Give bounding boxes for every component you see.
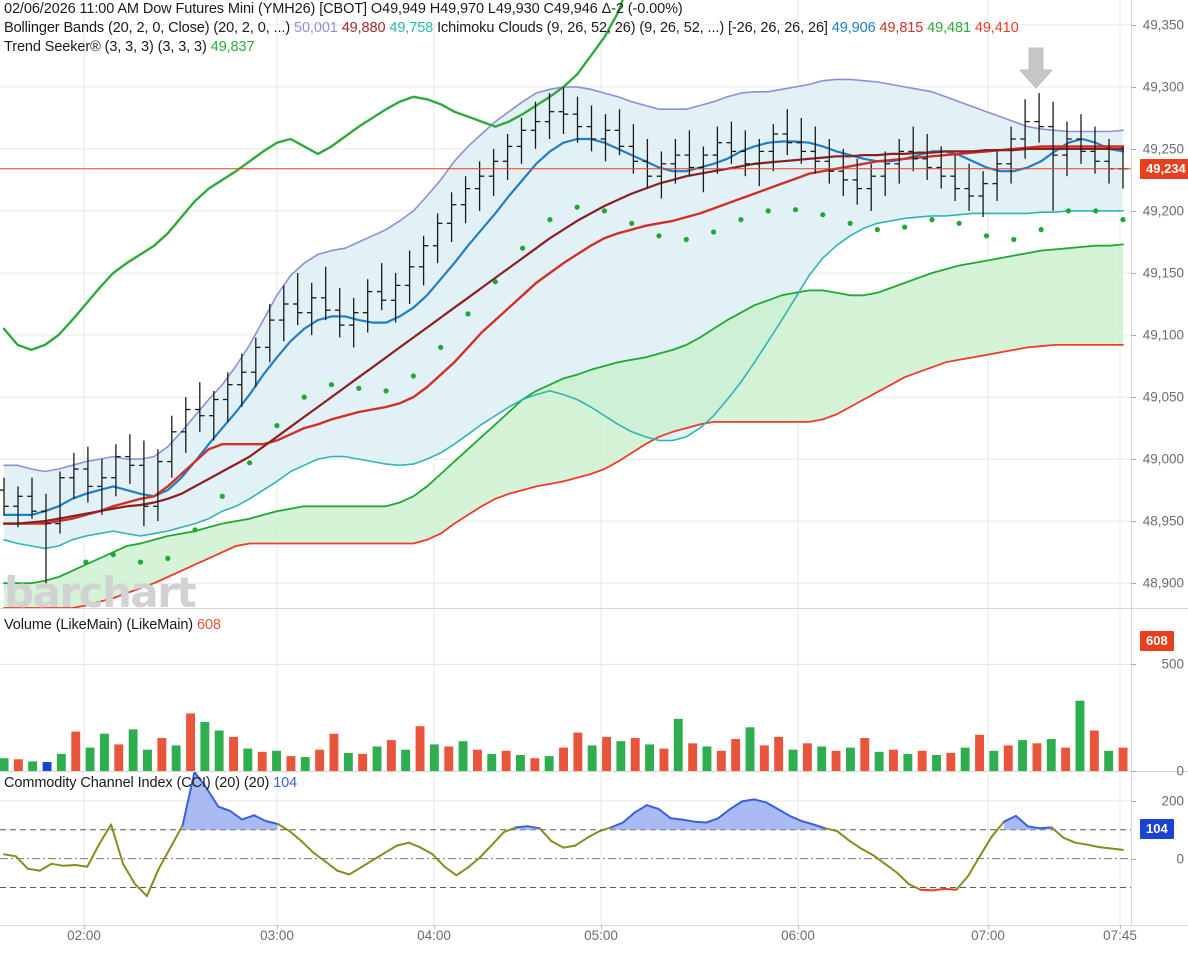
y-axis-gutter-divider bbox=[1131, 0, 1132, 925]
legend-low: L49,930 bbox=[487, 1, 540, 17]
barchart-watermark: barchart bbox=[4, 568, 197, 617]
price-y-tick bbox=[1131, 273, 1136, 274]
volume-plot-area[interactable] bbox=[0, 609, 1131, 771]
bollinger-params: (20, 2, 0, ...) bbox=[213, 20, 291, 36]
bollinger-mid-value: 49,880 bbox=[341, 20, 386, 36]
price-y-tick bbox=[1131, 583, 1136, 585]
cci-legend: Commodity Channel Index (CCI) (20) (20) … bbox=[4, 775, 297, 791]
price-y-tick bbox=[1131, 24, 1136, 26]
legend-exchange: [CBOT] bbox=[319, 1, 367, 17]
volume-pane bbox=[0, 609, 1188, 771]
time-axis-tick bbox=[798, 925, 799, 929]
cci-y-axis: 200 0 bbox=[1131, 772, 1188, 925]
cci-y-label: 0 bbox=[1176, 851, 1184, 867]
cci-value: 104 bbox=[273, 775, 298, 791]
ichimoku-displacement: [-26, 26, 26, 26] bbox=[727, 20, 828, 36]
price-y-tick bbox=[1131, 210, 1136, 212]
trend-seeker-value: 49,837 bbox=[210, 39, 255, 55]
price-y-label: 49,200 bbox=[1142, 203, 1184, 219]
current-price-badge: 49,234 bbox=[1140, 158, 1188, 179]
ichimoku-span-b-value: 49,410 bbox=[974, 20, 1019, 36]
time-axis-tick bbox=[601, 925, 602, 929]
volume-legend: Volume (LikeMain) (LikeMain) 608 bbox=[4, 617, 221, 633]
price-y-tick bbox=[1131, 148, 1136, 150]
price-y-label: 49,250 bbox=[1142, 141, 1184, 157]
price-y-label: 49,050 bbox=[1142, 389, 1184, 405]
down-arrow-icon bbox=[1018, 47, 1054, 89]
time-axis-label: 02:00 bbox=[67, 928, 101, 943]
price-y-label: 49,000 bbox=[1142, 451, 1184, 467]
time-axis-label: 04:00 bbox=[417, 928, 451, 943]
volume-y-tick bbox=[1131, 664, 1136, 666]
time-axis-label: 06:00 bbox=[781, 928, 815, 943]
cci-pane bbox=[0, 772, 1188, 925]
bollinger-lower-value: 49,758 bbox=[389, 20, 434, 36]
pane-divider-1 bbox=[0, 608, 1188, 609]
price-y-tick bbox=[1131, 397, 1136, 399]
time-axis-tick bbox=[434, 925, 435, 929]
time-axis-label: 07:00 bbox=[971, 928, 1005, 943]
price-plot-area[interactable] bbox=[0, 0, 1131, 608]
pane-divider-3 bbox=[0, 925, 1188, 926]
down-arrow-annotation[interactable] bbox=[1018, 46, 1054, 95]
trend-seeker-label[interactable]: Trend Seeker® (3, 3, 3) bbox=[4, 39, 154, 55]
trend-seeker-params: (3, 3, 3) bbox=[157, 39, 207, 55]
price-y-label: 49,300 bbox=[1142, 79, 1184, 95]
volume-badge: 608 bbox=[1140, 631, 1174, 652]
legend-change: Δ-2 (-0.00%) bbox=[601, 1, 683, 17]
cci-y-tick bbox=[1131, 858, 1136, 860]
legend-close: C49,946 bbox=[543, 1, 598, 17]
price-y-axis: 48,900 48,950 49,000 49,050 49,100 49,150 49,2… bbox=[1131, 0, 1188, 608]
time-axis-tick bbox=[277, 925, 278, 929]
cci-y-tick bbox=[1131, 800, 1136, 802]
price-y-tick bbox=[1131, 459, 1136, 461]
time-axis-tick bbox=[84, 925, 85, 929]
volume-y-axis: 0 500 bbox=[1131, 609, 1188, 779]
price-y-tick bbox=[1131, 335, 1136, 336]
ichimoku-kijun-value: 49,815 bbox=[879, 20, 924, 36]
time-axis-label: 05:00 bbox=[584, 928, 618, 943]
ichimoku-label[interactable]: Ichimoku Clouds (9, 26, 52, 26) bbox=[437, 20, 636, 36]
cci-title[interactable]: Commodity Channel Index (CCI) (20) bbox=[4, 775, 240, 791]
volume-y-label: 500 bbox=[1161, 656, 1184, 672]
volume-value: 608 bbox=[196, 617, 221, 633]
ichimoku-tenkan-value: 49,906 bbox=[831, 20, 876, 36]
price-y-tick bbox=[1131, 86, 1136, 88]
time-axis-tick bbox=[988, 925, 989, 929]
volume-y-label: 0 bbox=[1176, 763, 1184, 779]
bollinger-upper-value: 50,001 bbox=[294, 20, 338, 36]
cci-y-label: 200 bbox=[1161, 793, 1184, 809]
price-y-label: 49,100 bbox=[1142, 327, 1184, 343]
price-y-tick bbox=[1131, 521, 1136, 523]
pane-divider-2 bbox=[0, 771, 1188, 772]
price-y-label: 48,900 bbox=[1142, 575, 1184, 591]
price-legend-row3: Trend Seeker® (3, 3, 3) (3, 3, 3) 49,837 bbox=[4, 39, 255, 55]
cci-params: (20) bbox=[243, 775, 270, 791]
cci-plot-area[interactable] bbox=[0, 772, 1131, 925]
bollinger-label[interactable]: Bollinger Bands (20, 2, 0, Close) bbox=[4, 20, 210, 36]
volume-y-tick bbox=[1131, 771, 1136, 772]
cci-badge: 104 bbox=[1140, 818, 1174, 839]
ichimoku-span-a-value: 49,481 bbox=[927, 20, 971, 36]
price-legend-row1: 02/06/2026 11:00 AM Dow Futures Mini (YM… bbox=[4, 1, 683, 17]
time-axis: 02:00 03:00 04:00 05:00 06:00 07:00 07:45 bbox=[0, 925, 1188, 953]
time-axis-label: 07:45 bbox=[1103, 928, 1137, 943]
volume-params: (LikeMain) bbox=[126, 617, 194, 633]
volume-title[interactable]: Volume (LikeMain) bbox=[4, 617, 123, 633]
price-y-label: 49,350 bbox=[1142, 17, 1184, 33]
legend-time: 11:00 AM bbox=[79, 1, 139, 17]
price-legend-row2: Bollinger Bands (20, 2, 0, Close) (20, 2… bbox=[4, 20, 1019, 36]
legend-symbol[interactable]: Dow Futures Mini (YMH26) bbox=[142, 1, 316, 17]
legend-open: O49,949 bbox=[370, 1, 426, 17]
time-axis-label: 03:00 bbox=[260, 928, 294, 943]
time-axis-tick bbox=[1120, 925, 1121, 929]
ichimoku-params: (9, 26, 52, ...) bbox=[639, 20, 725, 36]
price-y-label: 49,150 bbox=[1142, 265, 1184, 281]
price-y-label: 48,950 bbox=[1142, 513, 1184, 529]
price-pane bbox=[0, 0, 1131, 608]
legend-high: H49,970 bbox=[429, 1, 484, 17]
legend-date: 02/06/2026 bbox=[4, 1, 76, 17]
